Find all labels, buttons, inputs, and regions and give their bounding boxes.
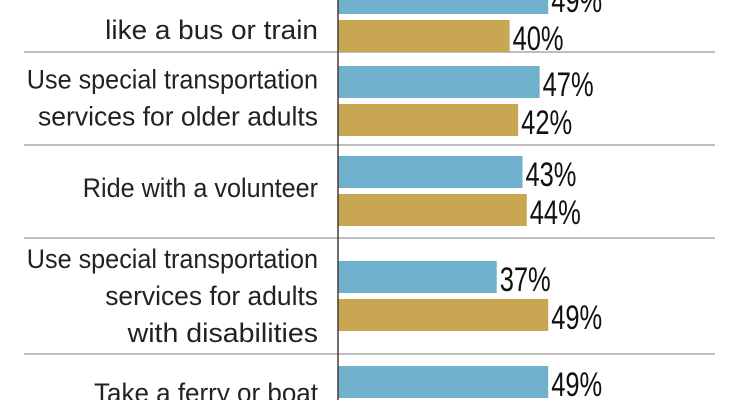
category-label: like a bus or train	[105, 15, 318, 45]
data-label: 47%	[543, 66, 594, 104]
category-label: services for adults	[105, 281, 318, 311]
data-label: 43%	[525, 156, 576, 194]
data-label: 44%	[530, 194, 581, 232]
data-label: 49%	[551, 0, 602, 20]
data-label: 42%	[521, 104, 572, 142]
bar	[338, 261, 497, 293]
bar	[338, 66, 540, 98]
data-label: 40%	[513, 20, 564, 58]
bar	[338, 0, 549, 14]
category-label: with disabilities	[127, 318, 318, 348]
data-label: 49%	[551, 366, 602, 400]
bar	[338, 366, 549, 398]
bar	[338, 299, 549, 331]
data-label: 49%	[551, 299, 602, 337]
category-label: services for older adults	[38, 102, 318, 132]
bar	[338, 20, 510, 52]
category-label: Take a ferry or boat	[94, 378, 318, 400]
category-label: Use special transportation	[27, 65, 318, 95]
category-label: Ride with a volunteer	[83, 173, 318, 203]
bar	[338, 156, 523, 188]
bar	[338, 104, 519, 136]
bar	[338, 194, 527, 226]
category-label: Use special transportation	[27, 244, 318, 274]
data-label: 37%	[500, 261, 551, 299]
